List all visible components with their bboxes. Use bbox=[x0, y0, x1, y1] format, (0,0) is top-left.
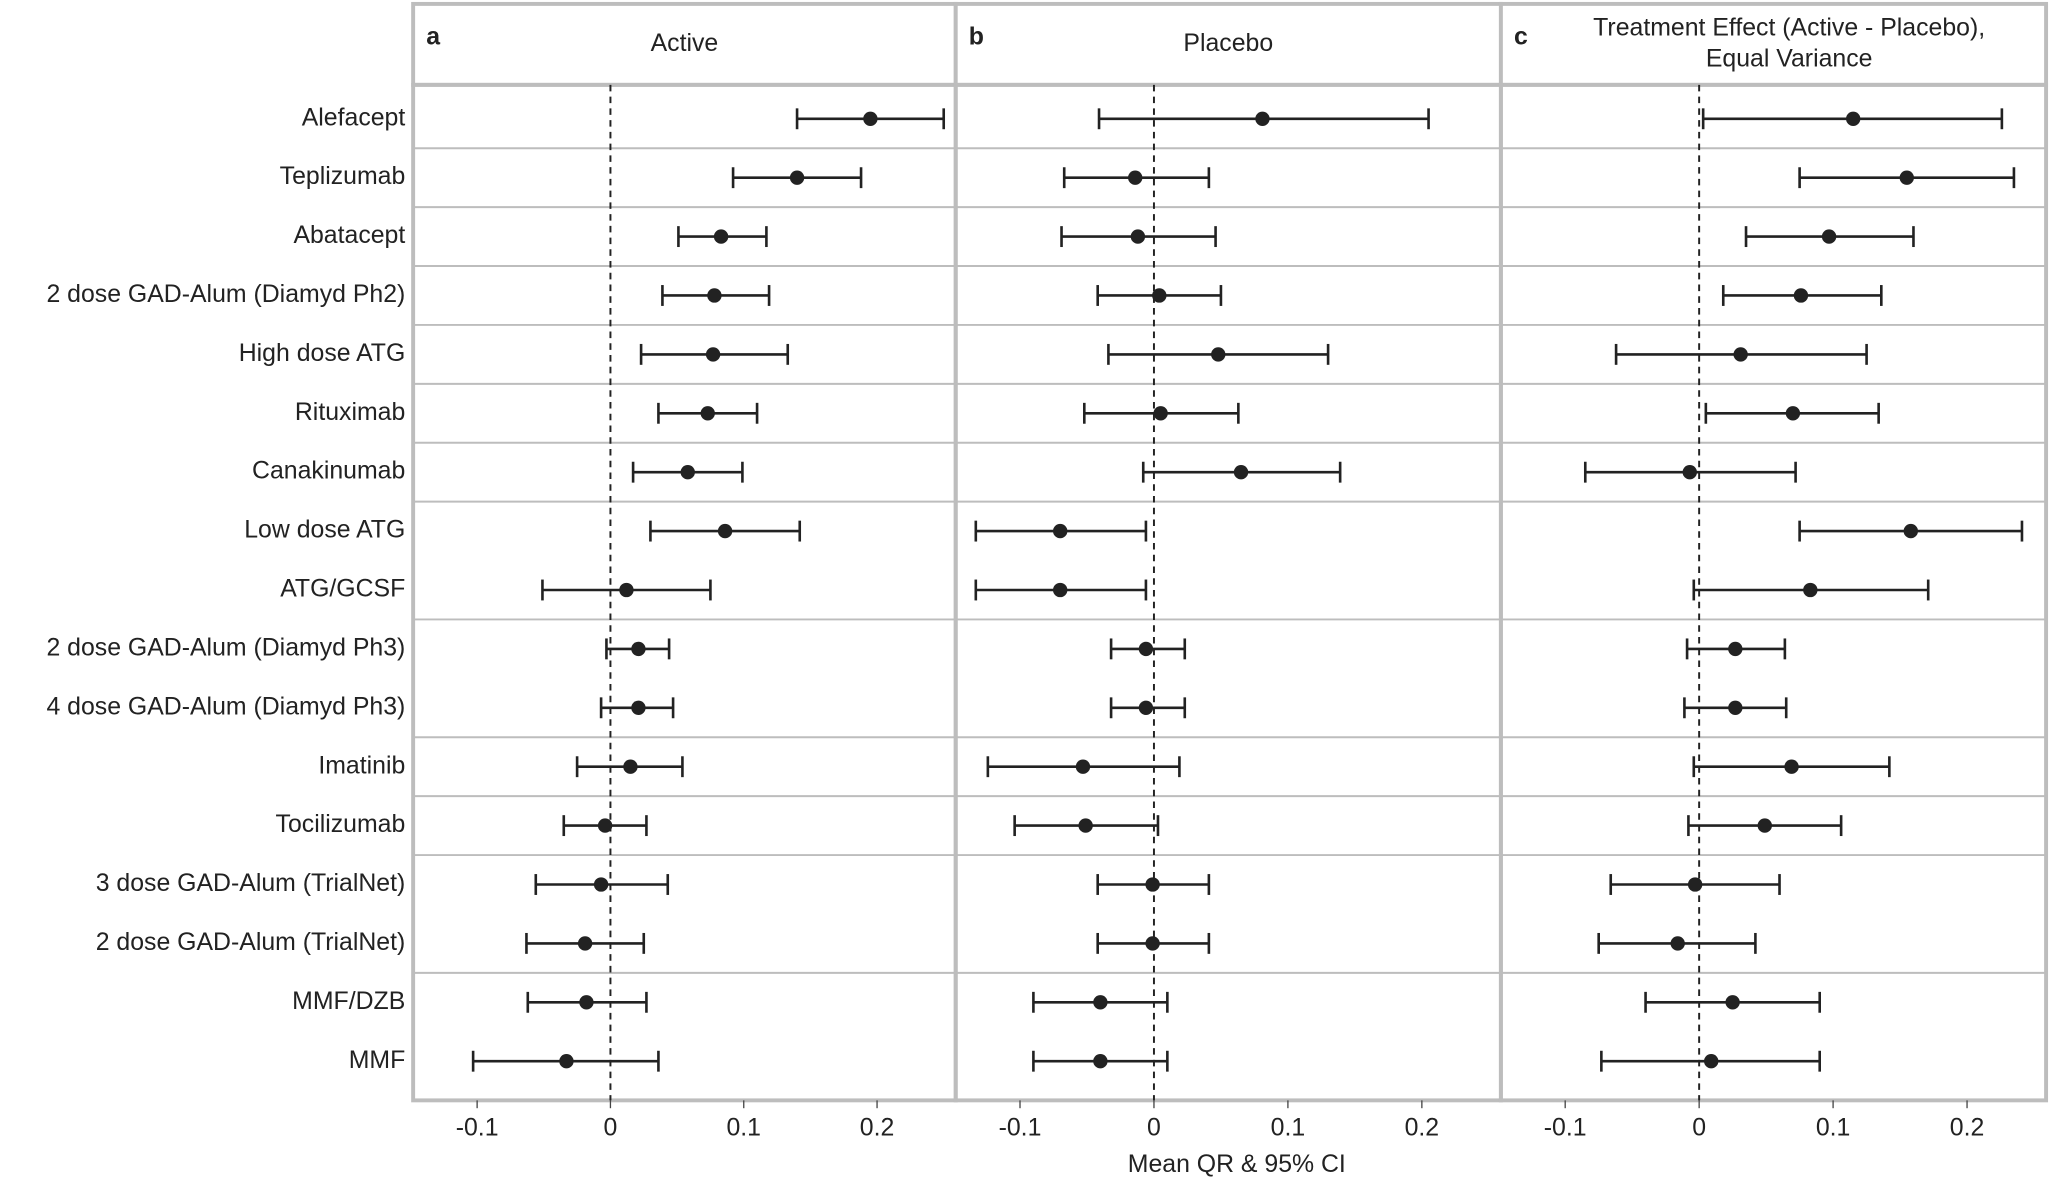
x-tick-label: 0.2 bbox=[860, 1115, 895, 1142]
mean-point bbox=[1793, 288, 1809, 303]
mean-point bbox=[1078, 818, 1093, 833]
mean-point bbox=[717, 523, 733, 539]
row-label: Abatacept bbox=[293, 222, 405, 249]
x-tick-label: 0.1 bbox=[1271, 1115, 1306, 1142]
plot-root: Alefacept Teplizumab Abatacept 2 dose GAD-A… bbox=[46, 1, 2049, 1178]
mean-point bbox=[1075, 759, 1091, 774]
mean-point bbox=[579, 995, 594, 1010]
mean-point bbox=[1803, 582, 1818, 598]
row-label: 4 dose GAD-Alum (Diamyd Ph3) bbox=[46, 693, 405, 720]
x-tick-label: 0.1 bbox=[726, 1115, 761, 1142]
mean-point bbox=[1728, 641, 1743, 657]
mean-point bbox=[1153, 406, 1168, 421]
mean-point bbox=[1704, 1054, 1719, 1069]
mean-point bbox=[1785, 406, 1801, 421]
x-tick-label: -0.1 bbox=[1544, 1115, 1587, 1142]
mean-point bbox=[1670, 936, 1685, 951]
panel-header bbox=[411, 1, 958, 87]
panel-frame bbox=[1498, 82, 2049, 1103]
mean-point bbox=[705, 347, 721, 362]
mean-point bbox=[1725, 995, 1740, 1010]
x-tick-label: 0 bbox=[604, 1115, 618, 1142]
mean-point bbox=[1845, 111, 1861, 126]
mean-point bbox=[1899, 170, 1914, 185]
mean-point bbox=[1255, 111, 1270, 126]
mean-point bbox=[577, 936, 593, 951]
x-tick-label: 0 bbox=[1692, 1115, 1706, 1142]
mean-point bbox=[700, 406, 715, 421]
row-label: Imatinib bbox=[318, 752, 405, 779]
mean-point bbox=[1733, 347, 1748, 362]
x-tick-label: -0.1 bbox=[456, 1115, 499, 1142]
row-label: ATG/GCSF bbox=[280, 576, 405, 603]
mean-point bbox=[1821, 229, 1837, 244]
mean-point bbox=[1728, 700, 1743, 715]
row-label: High dose ATG bbox=[239, 340, 406, 367]
mean-point bbox=[1687, 877, 1703, 892]
mean-point bbox=[1093, 1054, 1108, 1069]
x-tick-label: -0.1 bbox=[999, 1115, 1042, 1142]
mean-point bbox=[1233, 465, 1249, 480]
mean-point bbox=[1138, 641, 1154, 657]
mean-point bbox=[863, 111, 878, 126]
mean-point bbox=[631, 641, 646, 657]
panel-header bbox=[953, 1, 1503, 87]
row-label: Low dose ATG bbox=[244, 517, 405, 544]
mean-point bbox=[1145, 936, 1160, 951]
mean-point bbox=[707, 288, 722, 303]
mean-point bbox=[1152, 288, 1167, 303]
mean-point bbox=[559, 1054, 574, 1069]
row-label: Tocilizumab bbox=[276, 811, 406, 838]
mean-point bbox=[1128, 170, 1143, 185]
row-label: MMF bbox=[349, 1047, 406, 1074]
row-label: Alefacept bbox=[302, 104, 406, 131]
panel-letter: b bbox=[969, 23, 984, 50]
panel-frame bbox=[953, 82, 1503, 1103]
row-label: 3 dose GAD-Alum (TrialNet) bbox=[96, 870, 406, 897]
row-label: Teplizumab bbox=[280, 163, 406, 190]
panel-title: Equal Variance bbox=[1706, 46, 1873, 73]
x-tick-label: 0 bbox=[1147, 1115, 1161, 1142]
panel-letter: c bbox=[1514, 23, 1528, 50]
x-axis-label: Mean QR & 95% CI bbox=[1128, 1151, 1346, 1178]
mean-point bbox=[1211, 347, 1226, 362]
mean-point bbox=[1053, 523, 1068, 539]
row-label: 2 dose GAD-Alum (TrialNet) bbox=[96, 929, 406, 956]
panel-title: Placebo bbox=[1183, 30, 1273, 57]
mean-point bbox=[631, 700, 646, 715]
mean-point bbox=[1757, 818, 1772, 833]
mean-point bbox=[1682, 465, 1697, 480]
mean-point bbox=[1053, 582, 1068, 598]
mean-point bbox=[593, 877, 609, 892]
mean-point bbox=[1145, 877, 1160, 892]
mean-point bbox=[619, 582, 634, 598]
mean-point bbox=[597, 818, 613, 833]
row-label: Canakinumab bbox=[252, 458, 405, 485]
row-label: MMF/DZB bbox=[292, 988, 405, 1015]
row-label: Rituximab bbox=[295, 399, 405, 426]
mean-point bbox=[623, 759, 638, 774]
mean-point bbox=[1784, 759, 1799, 774]
mean-point bbox=[713, 229, 729, 244]
panel-title: Active bbox=[651, 30, 719, 57]
row-label: 2 dose GAD-Alum (Diamyd Ph3) bbox=[46, 634, 405, 661]
mean-point bbox=[680, 465, 695, 480]
mean-point bbox=[1903, 523, 1918, 539]
panel-title: Treatment Effect (Active - Placebo), bbox=[1593, 14, 1985, 41]
mean-point bbox=[1138, 700, 1154, 715]
mean-point bbox=[1093, 995, 1108, 1010]
mean-point bbox=[789, 170, 805, 185]
x-tick-label: 0.2 bbox=[1950, 1115, 1985, 1142]
panel-letter: a bbox=[426, 23, 440, 50]
panel-header bbox=[1498, 1, 2049, 87]
x-tick-label: 0.1 bbox=[1816, 1115, 1851, 1142]
row-label: 2 dose GAD-Alum (Diamyd Ph2) bbox=[46, 281, 405, 308]
x-tick-label: 0.2 bbox=[1405, 1115, 1440, 1142]
mean-point bbox=[1130, 229, 1146, 244]
